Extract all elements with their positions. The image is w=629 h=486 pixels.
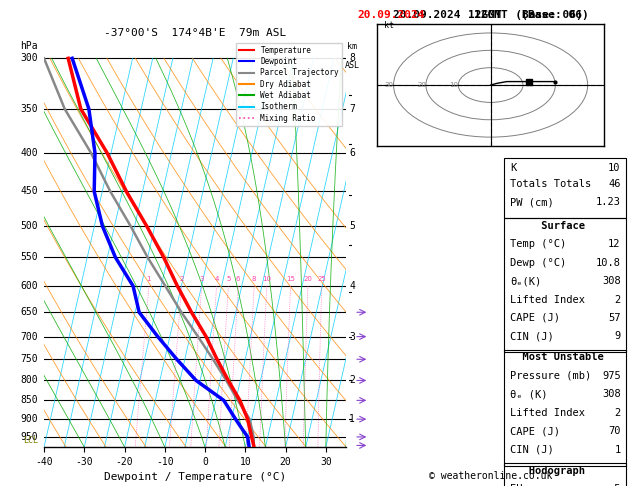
Bar bbox=[504, 463, 626, 486]
Text: -5: -5 bbox=[608, 484, 621, 486]
Text: 950: 950 bbox=[20, 432, 38, 442]
Text: Temp (°C): Temp (°C) bbox=[510, 239, 566, 249]
Bar bbox=[504, 218, 626, 352]
Text: 10: 10 bbox=[449, 82, 459, 88]
Text: 2: 2 bbox=[615, 295, 621, 305]
Text: 2: 2 bbox=[615, 408, 621, 418]
Text: 15: 15 bbox=[286, 276, 295, 282]
Text: 3: 3 bbox=[349, 331, 355, 342]
Text: 2: 2 bbox=[179, 276, 184, 282]
Text: 550: 550 bbox=[20, 252, 38, 262]
Text: 8: 8 bbox=[349, 53, 355, 63]
Text: Most Unstable: Most Unstable bbox=[510, 352, 604, 363]
Text: 1: 1 bbox=[615, 445, 621, 455]
Text: 6: 6 bbox=[349, 148, 355, 158]
Text: Lifted Index: Lifted Index bbox=[510, 408, 585, 418]
Text: 10.8: 10.8 bbox=[596, 258, 621, 268]
Bar bbox=[504, 350, 626, 466]
Text: 850: 850 bbox=[20, 396, 38, 405]
X-axis label: Dewpoint / Temperature (°C): Dewpoint / Temperature (°C) bbox=[104, 472, 286, 483]
Text: 20.09.2024  12GMT  (Base: 06): 20.09.2024 12GMT (Base: 06) bbox=[392, 10, 589, 20]
Text: ASL: ASL bbox=[345, 61, 360, 70]
Text: 1: 1 bbox=[349, 414, 355, 424]
Bar bbox=[504, 158, 626, 218]
Text: Dewp (°C): Dewp (°C) bbox=[510, 258, 566, 268]
Text: 46: 46 bbox=[608, 179, 621, 189]
Text: km: km bbox=[347, 41, 357, 51]
Text: CIN (J): CIN (J) bbox=[510, 445, 554, 455]
Text: 450: 450 bbox=[20, 187, 38, 196]
Text: Lifted Index: Lifted Index bbox=[510, 295, 585, 305]
Text: 20: 20 bbox=[417, 82, 426, 88]
Text: LCL: LCL bbox=[23, 436, 38, 445]
Text: 1: 1 bbox=[147, 276, 151, 282]
Text: CAPE (J): CAPE (J) bbox=[510, 313, 560, 323]
Text: 20: 20 bbox=[304, 276, 313, 282]
Text: 4: 4 bbox=[349, 281, 355, 291]
Text: 3: 3 bbox=[199, 276, 204, 282]
Text: 308: 308 bbox=[602, 389, 621, 399]
Text: 10: 10 bbox=[608, 163, 621, 173]
Text: 10: 10 bbox=[262, 276, 271, 282]
Text: Surface: Surface bbox=[510, 221, 585, 231]
Text: 12GMT  (Base: 06): 12GMT (Base: 06) bbox=[469, 10, 583, 20]
Text: Totals Totals: Totals Totals bbox=[510, 179, 591, 189]
Text: 600: 600 bbox=[20, 281, 38, 291]
Text: 400: 400 bbox=[20, 148, 38, 158]
Text: Pressure (mb): Pressure (mb) bbox=[510, 371, 591, 381]
Text: © weatheronline.co.uk: © weatheronline.co.uk bbox=[429, 471, 552, 481]
Text: 20.09.2024: 20.09.2024 bbox=[358, 10, 425, 20]
Text: 500: 500 bbox=[20, 221, 38, 231]
Text: 308: 308 bbox=[602, 276, 621, 286]
Text: 975: 975 bbox=[602, 371, 621, 381]
Text: 750: 750 bbox=[20, 354, 38, 364]
Text: CAPE (J): CAPE (J) bbox=[510, 426, 560, 436]
Text: 650: 650 bbox=[20, 307, 38, 317]
Text: 6: 6 bbox=[236, 276, 240, 282]
Text: 300: 300 bbox=[20, 53, 38, 63]
Text: PW (cm): PW (cm) bbox=[510, 197, 554, 208]
Text: hPa: hPa bbox=[20, 40, 38, 51]
Text: 700: 700 bbox=[20, 331, 38, 342]
Legend: Temperature, Dewpoint, Parcel Trajectory, Dry Adiabat, Wet Adiabat, Isotherm, Mi: Temperature, Dewpoint, Parcel Trajectory… bbox=[236, 43, 342, 125]
Text: kt: kt bbox=[384, 21, 394, 30]
Text: 7: 7 bbox=[349, 104, 355, 114]
Text: Hodograph: Hodograph bbox=[510, 466, 585, 476]
Text: 4: 4 bbox=[214, 276, 219, 282]
Text: EH: EH bbox=[510, 484, 523, 486]
Text: θₑ (K): θₑ (K) bbox=[510, 389, 547, 399]
Text: K: K bbox=[510, 163, 516, 173]
Text: 5: 5 bbox=[226, 276, 231, 282]
Text: 12: 12 bbox=[608, 239, 621, 249]
Text: 350: 350 bbox=[20, 104, 38, 114]
Text: CIN (J): CIN (J) bbox=[510, 331, 554, 342]
Text: 25: 25 bbox=[318, 276, 326, 282]
Title: -37°00'S  174°4B'E  79m ASL: -37°00'S 174°4B'E 79m ASL bbox=[104, 28, 286, 38]
Text: 5: 5 bbox=[349, 221, 355, 231]
Text: 9: 9 bbox=[615, 331, 621, 342]
Text: 8: 8 bbox=[252, 276, 257, 282]
Text: θₑ(K): θₑ(K) bbox=[510, 276, 541, 286]
Text: 1.23: 1.23 bbox=[596, 197, 621, 208]
Text: 2: 2 bbox=[349, 376, 355, 385]
Text: 30: 30 bbox=[384, 82, 394, 88]
Text: 70: 70 bbox=[608, 426, 621, 436]
Text: 800: 800 bbox=[20, 376, 38, 385]
Text: 57: 57 bbox=[608, 313, 621, 323]
Text: 900: 900 bbox=[20, 414, 38, 424]
